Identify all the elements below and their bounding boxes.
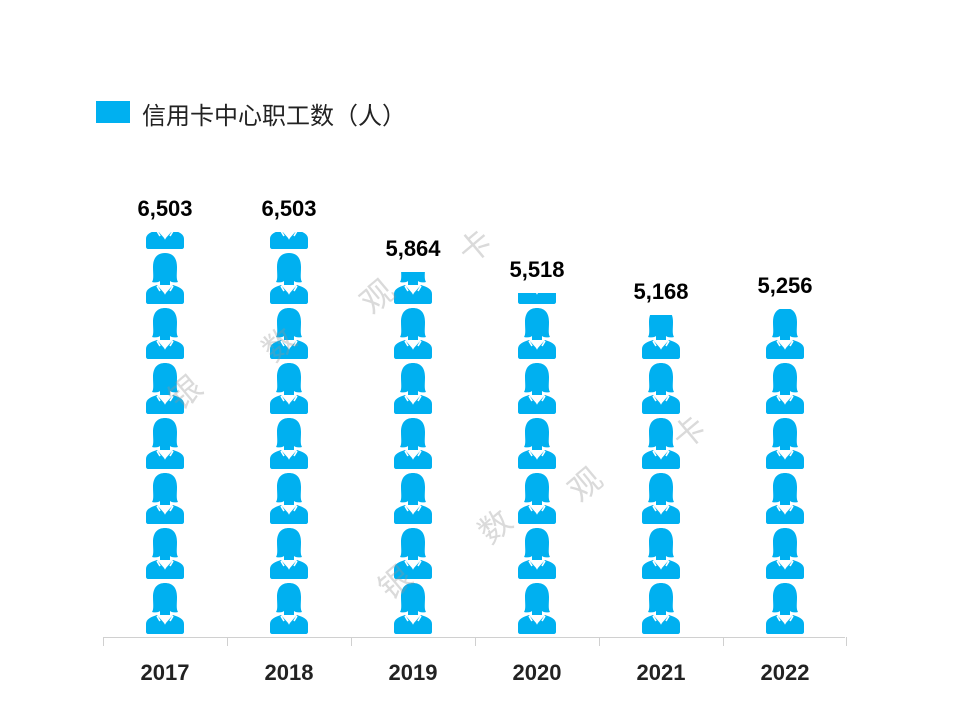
person-icon — [642, 363, 680, 414]
bar-2018 — [267, 232, 311, 635]
x-tick-label-2022: 2022 — [760, 660, 810, 685]
x-tick — [475, 637, 476, 646]
x-tick — [846, 637, 847, 646]
person-icon — [394, 271, 432, 304]
x-tick — [599, 637, 600, 646]
person-icon — [518, 363, 556, 414]
person-icon — [270, 583, 308, 634]
person-icon — [766, 473, 804, 524]
x-tick — [723, 637, 724, 646]
person-icon — [270, 473, 308, 524]
x-tick — [103, 637, 104, 646]
person-icon — [518, 528, 556, 579]
person-icon — [518, 473, 556, 524]
person-icon — [270, 528, 308, 579]
person-icon — [642, 473, 680, 524]
person-icon — [642, 528, 680, 579]
person-icon — [270, 363, 308, 414]
data-label-2018: 6,503 — [261, 196, 317, 221]
person-icon — [146, 232, 184, 249]
x-tick-label-2020: 2020 — [512, 660, 562, 685]
person-icon — [270, 308, 308, 359]
person-icon — [394, 528, 432, 579]
person-icon — [394, 473, 432, 524]
x-tick-label-2021: 2021 — [636, 660, 686, 685]
person-icon — [394, 308, 432, 359]
bar-2017 — [143, 232, 187, 635]
person-icon — [642, 583, 680, 634]
data-label-2017: 6,503 — [137, 196, 193, 221]
person-icon — [766, 528, 804, 579]
person-icon — [270, 232, 308, 249]
bar-2021 — [639, 314, 683, 635]
legend-swatch — [96, 101, 130, 123]
bar-2020 — [515, 293, 559, 635]
data-label-2021: 5,168 — [633, 278, 689, 304]
person-icon — [394, 363, 432, 414]
person-icon — [394, 583, 432, 634]
legend-label: 信用卡中心职工数（人） — [142, 102, 406, 130]
data-label-2022: 5,256 — [757, 273, 813, 299]
person-icon — [518, 308, 556, 359]
person-icon — [146, 418, 184, 469]
person-icon — [766, 363, 804, 414]
x-tick-label-2017: 2017 — [140, 660, 190, 685]
person-icon — [270, 253, 308, 304]
person-icon — [766, 418, 804, 469]
person-icon — [518, 293, 556, 304]
watermark-char: 观 — [560, 459, 610, 510]
data-label-2020: 5,518 — [509, 257, 565, 283]
x-tick — [351, 637, 352, 646]
person-icon — [146, 363, 184, 414]
x-tick-label-2018: 2018 — [264, 660, 314, 685]
person-icon — [146, 473, 184, 524]
person-icon — [146, 308, 184, 359]
person-icon — [146, 583, 184, 634]
person-icon — [518, 418, 556, 469]
watermark-char: 数 — [470, 501, 520, 552]
person-icon — [766, 583, 804, 634]
person-icon — [270, 418, 308, 469]
person-icon — [518, 583, 556, 634]
person-icon — [146, 253, 184, 304]
bar-2019 — [391, 271, 435, 635]
x-tick — [227, 637, 228, 646]
person-icon — [146, 528, 184, 579]
person-icon — [766, 309, 804, 359]
bar-2022 — [763, 309, 807, 635]
person-icon — [394, 418, 432, 469]
x-tick-label-2019: 2019 — [388, 660, 438, 685]
x-axis-line — [103, 637, 845, 638]
person-icon — [642, 418, 680, 469]
person-icon — [642, 314, 680, 359]
data-label-2019: 5,864 — [385, 235, 441, 261]
